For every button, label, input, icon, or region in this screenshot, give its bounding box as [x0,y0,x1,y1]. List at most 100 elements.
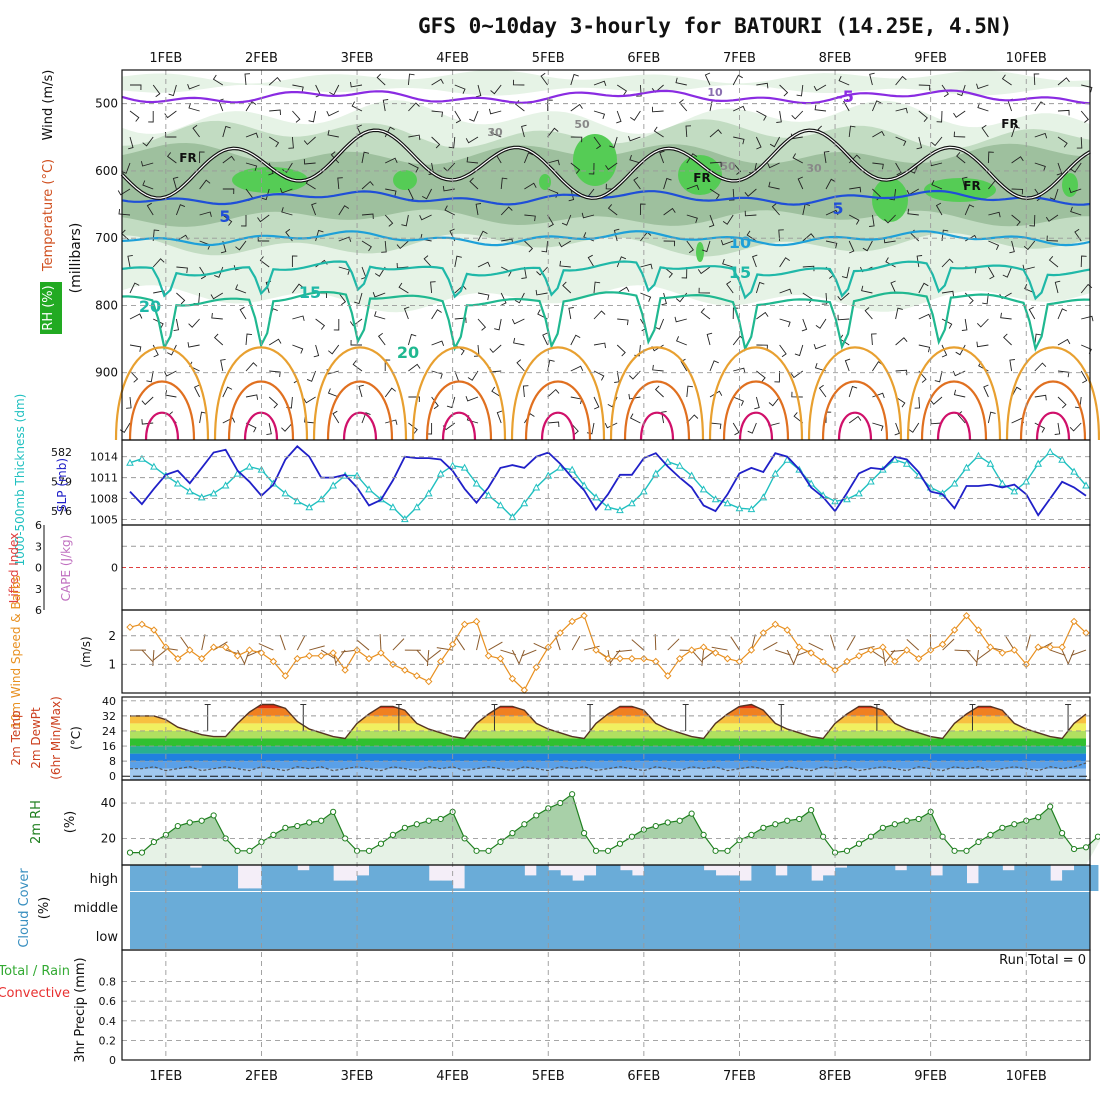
cloud-high-bar [357,875,369,891]
cloud-high-bar [202,865,214,891]
cloud-high-bar [250,888,262,891]
cloud-high-bar [309,865,321,891]
cloud-high-bar [453,888,465,891]
cloud-high-bar [524,875,536,891]
cloud-high-bar [751,865,763,891]
y-tick-precip: 0.2 [99,1034,117,1047]
cloud-high-bar [512,865,524,891]
y-tick-li: 6 [35,604,42,617]
x-tick-label-top: 3FEB [341,51,374,66]
cloud-high-bar [739,881,751,891]
x-tick-label-bottom: 9FEB [914,1069,947,1084]
rh2m-point [844,848,849,853]
contour-label: FR [1001,117,1018,131]
cloud-high-bar [285,865,297,891]
cloud-high-bar [584,875,596,891]
rh2m-point [689,811,694,816]
rh2m-point [1083,845,1088,850]
rh2m-point [725,848,730,853]
rh2m-point [904,818,909,823]
wind10m-unit: (m/s) [79,636,93,667]
x-tick-label-bottom: 2FEB [245,1069,278,1084]
rh2m-point [259,839,264,844]
x-tick-label-bottom: 10FEB [1006,1069,1047,1084]
minmax-label: (6hr Min/Max) [49,696,63,780]
rh2m-point [1071,846,1076,851]
rh2m-point [151,839,156,844]
rh2m-point [235,848,240,853]
rh2m-point [1060,831,1065,836]
cloud-row-label: middle [74,901,118,916]
rh2m-point [665,820,670,825]
panel-bg-precip [122,950,1090,1060]
rh2m-point [582,831,587,836]
rh2m-point [319,818,324,823]
cloud-row-label: high [90,872,118,887]
x-tick-label-bottom: 4FEB [436,1069,469,1084]
cloud-high-bar [345,881,357,891]
contour-label: FR [693,171,710,185]
contour-label: 30 [806,162,822,175]
rh-high-blob [539,174,551,190]
y-tick-slp: 1008 [90,493,118,506]
rh2m-point [749,832,754,837]
temperature-band [122,739,1090,747]
precip-total-label: Total / Rain [0,964,70,979]
cloud-high-bar [835,868,847,891]
cloud-high-bar [1026,865,1038,891]
slp-label: SLP (mb) [55,458,69,512]
cloud-high-bar [978,865,990,891]
y-tick-upper: 600 [95,164,118,178]
x-tick-label-top: 1FEB [149,51,182,66]
rh2m-point [343,836,348,841]
cloud-high-bar [142,865,154,891]
cloud-row-label: low [96,930,119,945]
rh2m-point [498,839,503,844]
contour-label: 20 [139,297,161,316]
temperature-band [122,754,1090,762]
rh2m-point [856,841,861,846]
cloud-high-bar [716,875,728,891]
y-tick-upper: 800 [95,298,118,312]
contour-label: 10 [729,233,751,252]
cloud-high-bar [967,883,979,891]
y-tick-wind: 2 [108,629,116,643]
rh2m-point [486,848,491,853]
contour-label: 15 [729,263,751,282]
rh2m-point [1012,822,1017,827]
rh2m-point [1036,815,1041,820]
cape-label: CAPE (J/kg) [59,535,73,602]
x-tick-label-top: 5FEB [532,51,565,66]
y-tick-upper: 500 [95,97,118,111]
cloud-high-bar [214,865,226,891]
dew-label: 2m DewPt [29,707,43,769]
y-tick-temp: 8 [109,755,116,768]
rh2m-point [211,813,216,818]
cloud-high-bar [895,870,907,891]
x-tick-label-bottom: 6FEB [627,1069,660,1084]
cloud-high-bar [608,865,620,891]
x-tick-label-top: 8FEB [819,51,852,66]
rh2m-point [378,841,383,846]
cloud-high-bar [632,875,644,891]
cloud-high-bar [226,865,238,891]
rh2m-point [892,822,897,827]
rh2m-point [175,823,180,828]
rh2m-point [761,825,766,830]
precip-label: 3hr Precip (mm) [73,957,88,1062]
upper-label-wind: Wind (m/s) [41,70,56,141]
cloud-high-bar [847,865,859,891]
temp-label: 2m Temp [9,710,23,765]
cloud-panel [130,865,1098,949]
cloud-high-bar [572,881,584,891]
cloud-high-bar [333,881,345,891]
x-tick-label-top: 9FEB [914,51,947,66]
rh2m-label: 2m RH [29,800,44,844]
cloud-high-bar [166,865,178,891]
precip-conv-label: Convective [0,986,70,1001]
cloud-high-bar [907,865,919,891]
rh2m-point [414,822,419,827]
rh2m-point [295,823,300,828]
cloud-high-bar [500,865,512,891]
